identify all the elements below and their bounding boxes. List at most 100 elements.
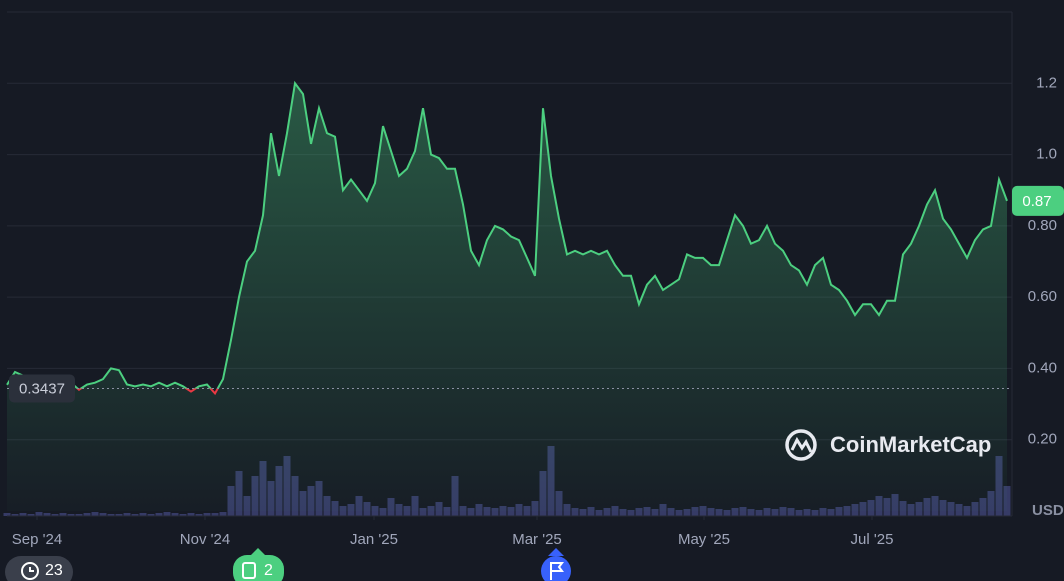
volume-bar: [779, 507, 787, 516]
volume-bar: [627, 510, 635, 516]
volume-bar: [715, 509, 723, 516]
volume-bar: [203, 513, 211, 516]
volume-bar: [123, 513, 131, 516]
volume-bar: [219, 512, 227, 516]
volume-bar: [35, 512, 43, 516]
volume-bar: [195, 514, 203, 516]
volume-bar: [827, 509, 835, 516]
event-badge[interactable]: [541, 548, 571, 581]
volume-bar: [643, 507, 651, 516]
volume-bar: [75, 514, 83, 516]
volume-bar: [483, 507, 491, 516]
axes: 0.20 0.40 0.60 0.80 1.0 1.2 Sep '24 Nov '24 Jan …: [7, 74, 1057, 548]
volume-bar: [147, 514, 155, 516]
last-price-label: 0.87: [1022, 193, 1051, 210]
history-icon-hands: [29, 567, 34, 572]
x-tick-label: Jul '25: [851, 531, 894, 548]
news-badge[interactable]: 2: [233, 548, 284, 581]
news-icon: [242, 562, 256, 579]
volume-bar: [723, 510, 731, 516]
volume-bar: [419, 508, 427, 516]
volume-bar: [683, 509, 691, 516]
news-pointer: [250, 548, 266, 556]
watermark-text: CoinMarketCap: [830, 432, 991, 457]
volume-bar: [131, 514, 139, 516]
reference-label-box: [9, 374, 75, 403]
volume-bar: [691, 507, 699, 516]
volume-bar: [187, 513, 195, 516]
x-tick-label: Nov '24: [180, 531, 230, 548]
volume-bar: [571, 508, 579, 516]
volume-bar: [19, 513, 27, 516]
x-tick-label: Mar '25: [512, 531, 562, 548]
history-pill[interactable]: [5, 556, 73, 581]
volume-bar: [803, 509, 811, 516]
volume-bar: [763, 508, 771, 516]
volume-bar: [139, 513, 147, 516]
volume-bar: [603, 508, 611, 516]
volume-bar: [819, 508, 827, 516]
volume-bar: [811, 510, 819, 516]
x-tick-label: May '25: [678, 531, 730, 548]
volume-bar: [619, 509, 627, 516]
y-tick-label: 0.60: [1028, 288, 1057, 305]
volume-bar: [115, 514, 123, 516]
volume-bar: [99, 513, 107, 516]
event-flag: [550, 562, 564, 580]
volume-bar: [179, 514, 187, 516]
volume-bar: [667, 508, 675, 516]
volume-bar: [651, 509, 659, 516]
volume-bar: [3, 513, 11, 516]
currency: USD: [1032, 502, 1064, 519]
volume-bar: [835, 507, 843, 516]
y-tick-label: 1.0: [1036, 146, 1057, 163]
volume-bar: [595, 510, 603, 516]
event-pointer: [548, 548, 564, 556]
y-tick-label: 1.2: [1036, 74, 1057, 91]
plot: 0.3437 0.87: [6, 80, 1064, 512]
volume-bar: [67, 514, 75, 516]
watermark-logo: [785, 429, 817, 461]
volume-bar: [467, 508, 475, 516]
history-badge[interactable]: 23: [5, 556, 73, 581]
volume-bar: [587, 507, 595, 516]
volume-bar: [51, 514, 59, 516]
news-pill[interactable]: [233, 555, 284, 581]
reference-label: 0.3437: [19, 380, 65, 397]
volume-bar: [755, 510, 763, 516]
volume-bar: [155, 513, 163, 516]
volume-bar: [675, 510, 683, 516]
volume-bar: [27, 514, 35, 516]
volume-bar: [83, 513, 91, 516]
volume-bar: [163, 512, 171, 516]
volume-bar: [635, 508, 643, 516]
volume-bar: [771, 509, 779, 516]
volume-bar: [11, 514, 19, 516]
volume-bar: [491, 508, 499, 516]
volume-bar: [507, 507, 515, 516]
volume-bar: [91, 512, 99, 516]
volume-bar: [787, 508, 795, 516]
volume-bar: [211, 513, 219, 516]
y-tick-label: 0.20: [1028, 431, 1057, 448]
volume-bar: [443, 507, 451, 516]
y-tick-label: 0.40: [1028, 359, 1057, 376]
volume-bar: [43, 513, 51, 516]
volume-bar: [795, 510, 803, 516]
volume-bar: [171, 513, 179, 516]
price-area: [7, 83, 1007, 512]
watermark-logo-mark: [790, 436, 813, 453]
last-price-box: [1012, 185, 1064, 216]
x-tick-label: Sep '24: [12, 531, 62, 548]
watermark: CoinMarketCap: [785, 429, 991, 461]
volume-bar: [579, 509, 587, 516]
volume-bar: [379, 508, 387, 516]
price-line: [6, 80, 1008, 389]
volume-bar: [731, 508, 739, 516]
x-tick-label: Jan '25: [350, 531, 398, 548]
history-count: 23: [45, 562, 63, 579]
news-count: 2: [264, 562, 273, 579]
volume-bar: [59, 513, 67, 516]
volume-bar: [107, 514, 115, 516]
